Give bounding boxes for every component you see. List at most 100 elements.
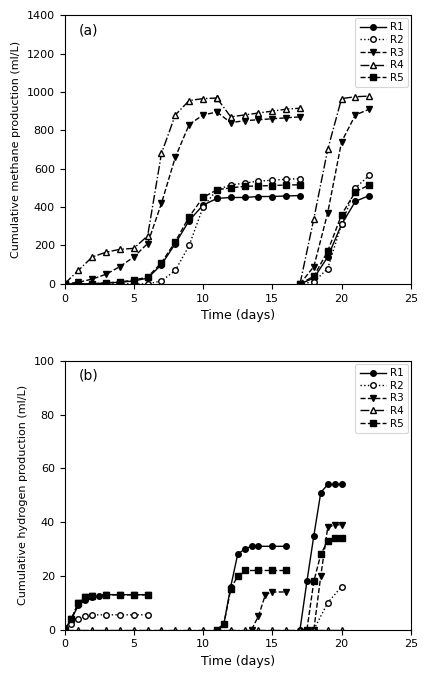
- R5: [62, 280, 67, 288]
- R2: [103, 280, 109, 288]
- R5: [76, 599, 81, 607]
- R4: [103, 625, 109, 634]
- R1: [83, 596, 88, 604]
- R2: [131, 610, 136, 619]
- R5: [159, 259, 164, 267]
- R3: [69, 614, 74, 623]
- R3: [159, 199, 164, 207]
- R1: [173, 240, 178, 248]
- R2: [256, 177, 261, 185]
- R4: [311, 625, 317, 634]
- R5: [90, 280, 95, 288]
- R2: [145, 610, 150, 619]
- R5: [284, 181, 289, 189]
- R2: [297, 175, 302, 183]
- R4: [200, 625, 205, 634]
- R5: [242, 182, 247, 190]
- R2: [103, 610, 109, 619]
- R5: [103, 591, 109, 599]
- R4: [62, 280, 67, 288]
- R4: [214, 625, 220, 634]
- R4: [90, 253, 95, 261]
- R4: [173, 111, 178, 119]
- R2: [284, 175, 289, 183]
- R4: [187, 625, 192, 634]
- Text: (b): (b): [79, 369, 98, 383]
- R4: [62, 625, 67, 634]
- R1: [118, 278, 123, 287]
- R5: [62, 625, 67, 634]
- R5: [69, 614, 74, 623]
- R3: [145, 240, 150, 248]
- R3: [76, 599, 81, 607]
- R5: [145, 273, 150, 281]
- R4: [284, 625, 289, 634]
- R2: [173, 266, 178, 274]
- R4: [242, 625, 247, 634]
- R3: [145, 591, 150, 599]
- Legend: R1, R2, R3, R4, R5: R1, R2, R3, R4, R5: [355, 18, 408, 87]
- R4: [187, 96, 192, 105]
- R4: [131, 244, 136, 253]
- R2: [228, 181, 233, 189]
- R5: [103, 279, 109, 287]
- Y-axis label: Cumulative hydrogen production (ml/L): Cumulative hydrogen production (ml/L): [18, 385, 28, 605]
- R1: [90, 593, 95, 602]
- R5: [145, 591, 150, 599]
- R4: [118, 245, 123, 253]
- Legend: R1, R2, R3, R4, R5: R1, R2, R3, R4, R5: [355, 364, 408, 433]
- R4: [118, 625, 123, 634]
- Line: R3: R3: [62, 109, 220, 287]
- R5: [76, 280, 81, 288]
- R3: [103, 591, 109, 599]
- R5: [256, 182, 261, 190]
- R1: [90, 280, 95, 288]
- R1: [159, 261, 164, 269]
- R4: [159, 149, 164, 158]
- R4: [103, 248, 109, 256]
- Y-axis label: Cumulative methane production (ml/L): Cumulative methane production (ml/L): [11, 41, 21, 258]
- R1: [145, 591, 150, 599]
- R4: [90, 625, 95, 634]
- R5: [270, 181, 275, 189]
- R3: [62, 625, 67, 634]
- R5: [118, 591, 123, 599]
- R1: [214, 194, 220, 202]
- R1: [62, 280, 67, 288]
- R5: [131, 276, 136, 284]
- R1: [76, 280, 81, 288]
- R3: [62, 280, 67, 288]
- R5: [131, 591, 136, 599]
- R3: [118, 591, 123, 599]
- R2: [118, 280, 123, 288]
- R1: [187, 217, 192, 225]
- R2: [76, 614, 81, 623]
- Line: R2: R2: [62, 176, 303, 287]
- Line: R1: R1: [62, 196, 220, 287]
- R4: [145, 625, 150, 634]
- R2: [187, 242, 192, 250]
- R4: [159, 625, 164, 634]
- R3: [200, 111, 205, 119]
- Line: R2: R2: [62, 612, 151, 632]
- R4: [270, 625, 275, 634]
- R2: [159, 277, 164, 285]
- R4: [214, 94, 220, 102]
- R5: [187, 213, 192, 221]
- R5: [173, 238, 178, 246]
- R4: [228, 625, 233, 634]
- R1: [62, 625, 67, 634]
- R2: [83, 612, 88, 620]
- R3: [118, 263, 123, 271]
- R2: [214, 186, 220, 194]
- R1: [131, 277, 136, 285]
- R3: [131, 253, 136, 261]
- R3: [131, 591, 136, 599]
- R2: [131, 280, 136, 288]
- R4: [131, 625, 136, 634]
- R3: [76, 278, 81, 287]
- R2: [270, 176, 275, 184]
- R3: [90, 275, 95, 283]
- R2: [145, 280, 150, 288]
- R4: [76, 266, 81, 274]
